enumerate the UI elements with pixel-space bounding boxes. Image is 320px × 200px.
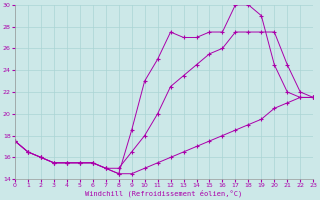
X-axis label: Windchill (Refroidissement éolien,°C): Windchill (Refroidissement éolien,°C): [85, 190, 243, 197]
